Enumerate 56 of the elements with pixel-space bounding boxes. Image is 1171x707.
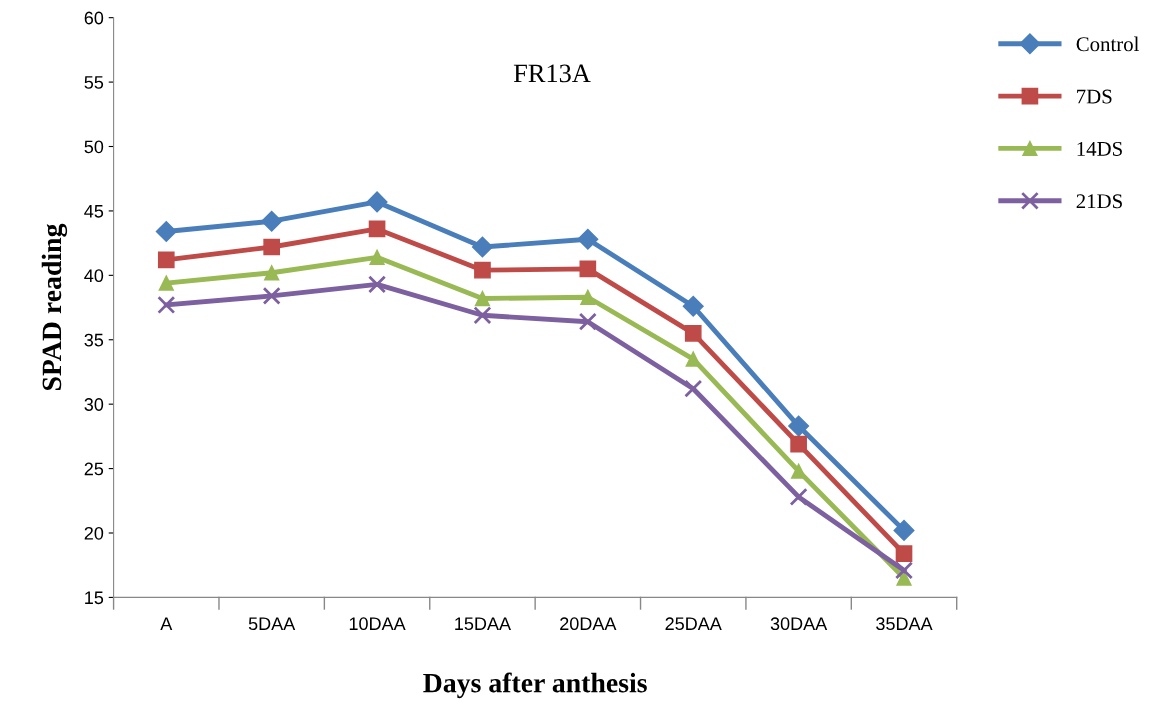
y-tick-label: 25	[84, 462, 104, 476]
point	[685, 351, 701, 367]
point	[473, 306, 492, 325]
point	[790, 463, 807, 479]
point	[155, 221, 177, 243]
x-tick-label: A	[160, 617, 173, 630]
y-tick-label: 20	[84, 526, 104, 540]
x-axis-title: Days after anthesis	[423, 672, 647, 699]
point	[580, 289, 596, 305]
x-tick-label: 20DAA	[560, 617, 617, 631]
point	[471, 236, 493, 258]
point	[261, 210, 283, 232]
point	[157, 295, 176, 314]
point	[684, 324, 702, 342]
legend-label: 21DS	[1076, 194, 1122, 209]
y-tick-label: 50	[84, 140, 104, 154]
x-tick-label: 5DAA	[248, 617, 296, 631]
text: FR13A	[513, 64, 591, 83]
point	[366, 191, 388, 213]
point	[577, 228, 599, 250]
point	[263, 238, 281, 256]
point	[578, 312, 597, 331]
point	[369, 249, 385, 265]
x-tick-label: 35DAA	[876, 617, 933, 631]
point	[264, 265, 280, 281]
y-tick-label: 40	[84, 269, 104, 283]
x-tick-label: 30DAA	[770, 617, 828, 631]
x-tick-label: 10DAA	[349, 617, 406, 631]
point	[368, 220, 386, 238]
y-tick-label: 35	[84, 333, 104, 347]
legend-label: 7DS	[1077, 89, 1112, 104]
point	[157, 251, 175, 269]
point	[368, 275, 387, 294]
point	[158, 275, 174, 291]
y-tick-label: 60	[84, 11, 104, 25]
point	[788, 415, 810, 437]
y-tick-label: 45	[84, 205, 104, 218]
legend-label: Control	[1076, 36, 1139, 52]
point	[789, 487, 808, 506]
point	[474, 290, 491, 307]
point	[682, 295, 704, 317]
y-tick-label: 55	[84, 76, 104, 89]
point	[894, 561, 914, 580]
point	[790, 435, 807, 453]
y-tick-label: 15	[85, 591, 104, 605]
point	[579, 260, 597, 278]
x-tick-label: 15DAA	[455, 617, 512, 631]
point	[262, 286, 281, 305]
point	[895, 545, 913, 562]
point	[893, 519, 915, 541]
point	[684, 379, 703, 398]
y-axis-title: SPAD reading	[41, 223, 68, 391]
point	[474, 261, 491, 279]
y-tick-label: 30	[84, 398, 104, 411]
x-tick-label: 25DAA	[665, 617, 722, 631]
legend-label: 14DS	[1077, 141, 1122, 156]
